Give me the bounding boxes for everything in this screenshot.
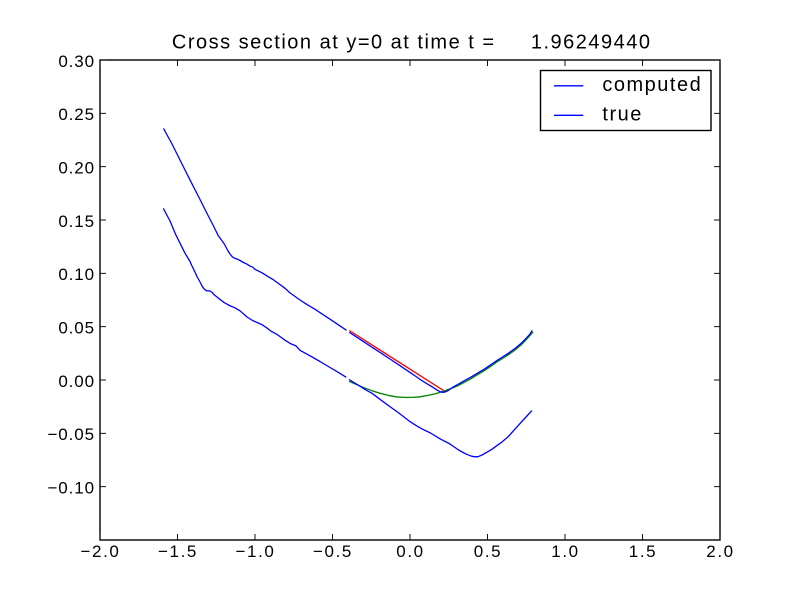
svg-text:1.0: 1.0 [551,542,579,561]
svg-text:−1.5: −1.5 [158,542,198,561]
svg-text:0.20: 0.20 [58,159,95,178]
svg-text:−2.0: −2.0 [81,542,121,561]
svg-text:−1.0: −1.0 [236,542,276,561]
svg-text:0.25: 0.25 [58,105,95,124]
svg-text:0.10: 0.10 [58,265,95,284]
svg-text:2.0: 2.0 [706,542,734,561]
svg-text:−0.10: −0.10 [47,479,95,498]
svg-text:0.15: 0.15 [58,212,95,231]
svg-text:computed: computed [602,74,702,96]
svg-text:0.0: 0.0 [396,542,424,561]
svg-text:−0.05: −0.05 [47,425,95,444]
svg-text:1.5: 1.5 [629,542,657,561]
svg-text:0.30: 0.30 [58,52,95,71]
svg-text:0.05: 0.05 [58,319,95,338]
svg-text:true: true [602,103,642,125]
svg-text:Cross section at y=0 at time t: Cross section at y=0 at time t = 1.96249… [172,32,652,54]
svg-text:−0.5: −0.5 [313,542,353,561]
svg-text:0.5: 0.5 [474,542,502,561]
svg-text:0.00: 0.00 [58,372,95,391]
